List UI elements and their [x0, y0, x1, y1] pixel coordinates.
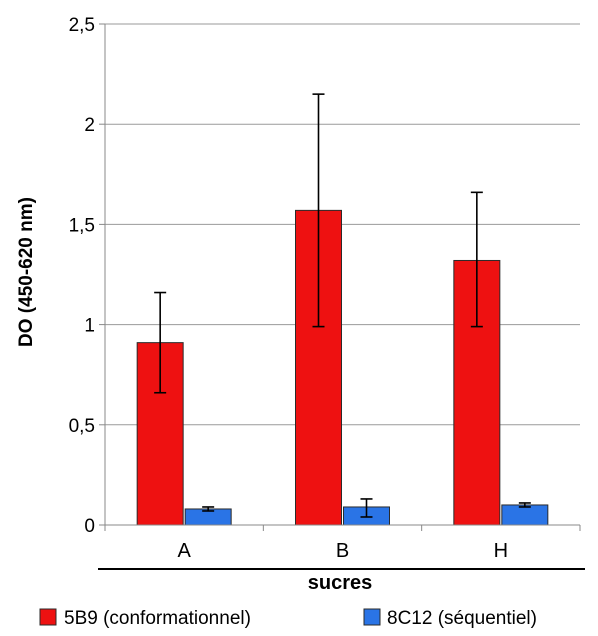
x-axis-label: sucres [308, 572, 373, 594]
legend-swatch-5b9 [39, 608, 57, 626]
legend-swatch-8c12 [363, 608, 381, 626]
y-tick-label: 1,5 [69, 215, 95, 236]
error-bars-layer [154, 93, 531, 518]
legend: 5B9 (conformationnel) 8C12 (séquentiel) [39, 608, 537, 629]
y-tick-label: 0 [84, 516, 95, 537]
x-category-label: B [336, 540, 349, 562]
y-tick-labels: 0 0,5 1 1,5 2 2,5 [69, 15, 95, 537]
x-category-label: A [177, 540, 191, 562]
y-tick-label: 2,5 [69, 15, 95, 36]
x-category-label: H [494, 540, 508, 562]
y-tick-label: 1 [84, 316, 95, 337]
y-tick-label: 2 [84, 115, 95, 136]
bar-8c12-h [501, 504, 549, 526]
legend-label-8c12: 8C12 (séquentiel) [387, 608, 537, 629]
legend-label-5b9: 5B9 (conformationnel) [64, 608, 251, 629]
axes-layer [98, 23, 585, 570]
y-tick-label: 0,5 [69, 416, 95, 437]
y-axis-label: DO (450-620 nm) [16, 197, 37, 347]
gridlines [105, 23, 580, 426]
bars-layer [136, 209, 549, 526]
